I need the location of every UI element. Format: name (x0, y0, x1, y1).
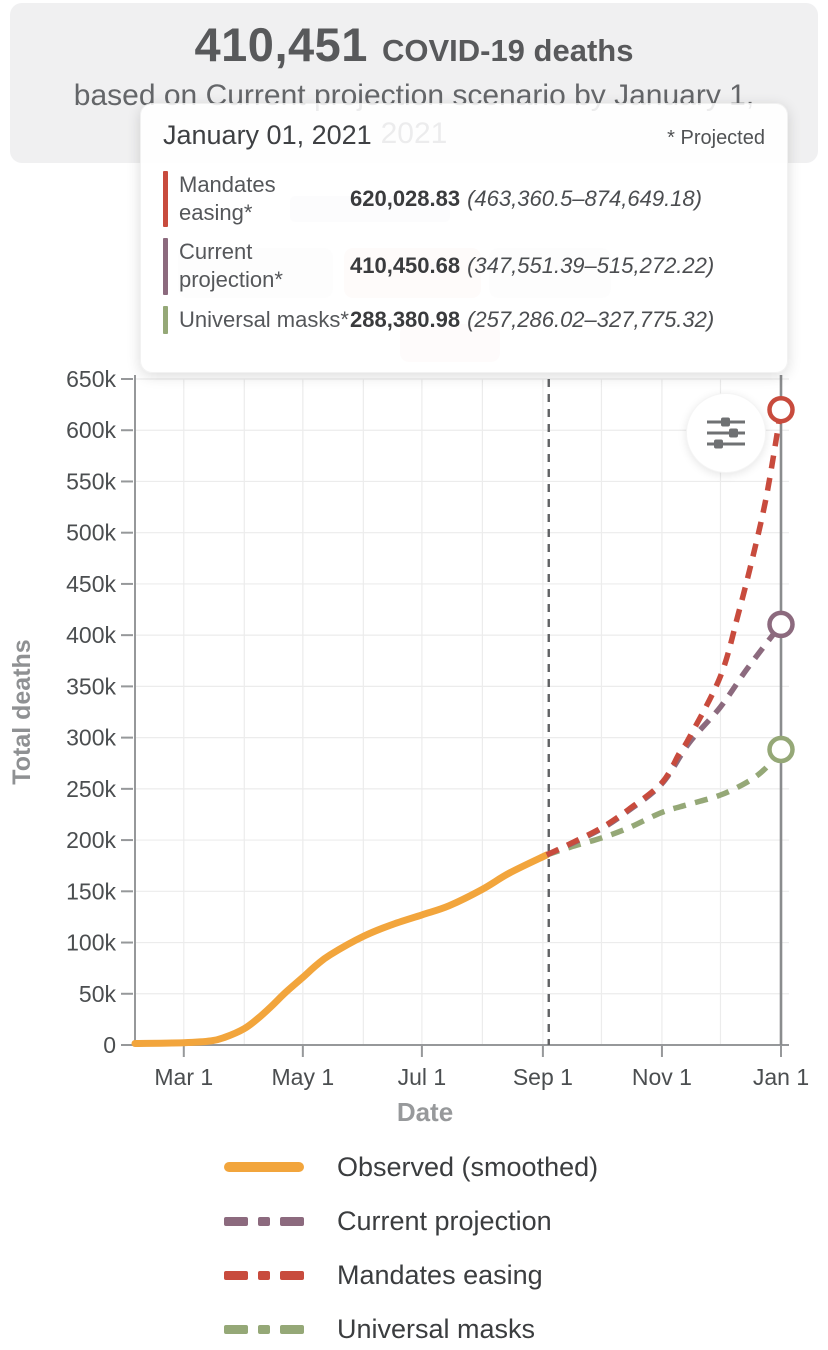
series-path-observed-smoothed- (131, 851, 551, 1047)
sliders-icon (707, 417, 745, 449)
chart-tooltip: January 01, 2021 * Projected Mandates ea… (140, 103, 788, 373)
x-tick-label: Mar 1 (154, 1064, 213, 1090)
legend-swatch (224, 1324, 304, 1334)
y-axis-title: Total deaths (8, 639, 36, 784)
scenario-label: Current projection* (179, 239, 283, 293)
scenario-values: 620,028.83 (463,360.5–874,649.18) (350, 186, 702, 212)
y-tick-label: 200k (66, 827, 116, 853)
legend-label: Current projection (337, 1205, 552, 1236)
x-tick-label: Jan 1 (753, 1064, 809, 1090)
legend-swatch (224, 1162, 304, 1172)
y-tick-label: 650k (66, 366, 116, 392)
tooltip-header: January 01, 2021 * Projected (163, 120, 765, 151)
legend-label: Mandates easing (337, 1259, 543, 1290)
chart-legend: Observed (smoothed) Current projection Man… (224, 1152, 598, 1350)
scenario-label: Mandates easing* (179, 172, 276, 226)
tooltip-row-current-projection: Current projection* 410,450.68 (347,551.3… (163, 238, 765, 295)
y-tick-label: 350k (66, 673, 116, 699)
tooltip-row-mandates-easing: Mandates easing* 620,028.83 (463,360.5–87… (163, 171, 765, 228)
y-tick-label: 500k (66, 520, 116, 546)
series-path-mandates-easing (545, 409, 784, 858)
legend-item-universal-masks: Universal masks (224, 1314, 598, 1344)
legend-swatch (224, 1270, 304, 1280)
legend-swatch (224, 1216, 304, 1226)
tooltip-row-universal-masks: Universal masks* 288,380.98 (257,286.02–3… (163, 305, 765, 334)
y-tick-label: 450k (66, 571, 116, 597)
scenario-color-bar (163, 238, 168, 295)
series-path-current-projection (545, 622, 784, 858)
y-tick-label: 600k (66, 417, 116, 443)
x-tick-label: May 1 (272, 1064, 335, 1090)
series-path-universal-masks (545, 747, 784, 858)
scenario-color-bar (163, 305, 168, 334)
x-tick-label: Nov 1 (632, 1064, 692, 1090)
header-headline: 410,451 COVID-19 deaths (10, 17, 818, 72)
legend-label: Universal masks (337, 1313, 536, 1344)
y-tick-label: 150k (66, 878, 116, 904)
scenario-color-bar (163, 171, 168, 228)
scenario-values: 288,380.98 (257,286.02–327,775.32) (350, 307, 714, 333)
scenario-range: (257,286.02–327,775.32) (467, 306, 715, 332)
scenario-range: (347,551.39–515,272.22) (467, 253, 715, 279)
scenario-value: 620,028.83 (350, 186, 461, 212)
chart-settings-button[interactable] (686, 393, 766, 473)
legend-item-mandates-easing: Mandates easing (224, 1260, 598, 1290)
y-tick-label: 250k (66, 776, 116, 802)
scenario-value: 410,450.68 (350, 253, 461, 279)
scenario-range: (463,360.5–874,649.18) (467, 186, 702, 212)
y-tick-label: 400k (66, 622, 116, 648)
scenario-value: 288,380.98 (350, 306, 461, 332)
end-marker-current-projection (767, 610, 795, 639)
x-tick-label: Sep 1 (513, 1064, 573, 1090)
y-tick-label: 300k (66, 725, 116, 751)
legend-item-observed-smoothed-: Observed (smoothed) (224, 1152, 598, 1182)
y-tick-label: 100k (66, 930, 116, 956)
y-tick-label: 550k (66, 468, 116, 494)
end-marker-mandates-easing (767, 395, 795, 424)
deaths-count: 410,451 (194, 18, 368, 71)
chart-area[interactable]: 0 50k 100k 150k 200k 250k 300k 350k 400k 450k 500k… (0, 355, 828, 1145)
x-axis-title: Date (397, 1097, 453, 1127)
chart-svg: 0 50k 100k 150k 200k 250k 300k 350k 400k 450k 500k… (8, 366, 809, 1127)
legend-item-current-projection: Current projection (224, 1206, 598, 1236)
scenario-values: 410,450.68 (347,551.39–515,272.22) (350, 253, 714, 279)
tooltip-date-title: January 01, 2021 (163, 120, 372, 150)
scenario-label: Universal masks* (179, 306, 349, 332)
tooltip-rows: Mandates easing* 620,028.83 (463,360.5–87… (163, 171, 765, 334)
deaths-count-suffix: COVID-19 deaths (381, 33, 634, 68)
y-tick-label: 0 (103, 1032, 116, 1058)
end-marker-universal-masks (767, 735, 795, 764)
tooltip-projected-note: * Projected (667, 127, 765, 149)
y-tick-label: 50k (79, 981, 117, 1007)
x-tick-label: Jul 1 (398, 1064, 447, 1090)
legend-label: Observed (smoothed) (337, 1151, 599, 1182)
